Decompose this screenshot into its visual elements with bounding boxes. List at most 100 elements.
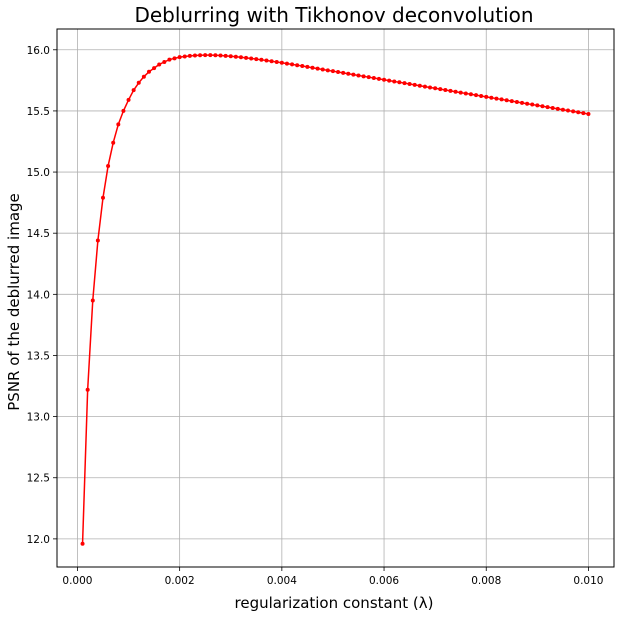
y-tick-label: 14.5 bbox=[27, 228, 50, 240]
data-point bbox=[525, 101, 530, 106]
data-point bbox=[290, 62, 295, 67]
data-point bbox=[80, 541, 85, 546]
data-point bbox=[305, 64, 310, 69]
data-point bbox=[371, 76, 376, 81]
data-point bbox=[571, 109, 576, 114]
data-point bbox=[320, 67, 325, 72]
data-point bbox=[325, 68, 330, 73]
data-point bbox=[162, 60, 167, 65]
data-point bbox=[198, 53, 203, 58]
data-point bbox=[346, 71, 351, 76]
data-point bbox=[479, 94, 484, 99]
data-point bbox=[520, 100, 525, 105]
data-point bbox=[540, 104, 545, 109]
data-point bbox=[238, 55, 243, 60]
data-point bbox=[581, 111, 586, 116]
x-axis-label: regularization constant (λ) bbox=[235, 594, 434, 612]
y-tick-label: 15.0 bbox=[27, 167, 50, 179]
data-point bbox=[223, 53, 228, 58]
data-point bbox=[433, 86, 438, 91]
data-point bbox=[438, 87, 443, 92]
data-point bbox=[177, 55, 182, 60]
data-point bbox=[203, 53, 208, 58]
y-tick-label: 15.5 bbox=[27, 106, 50, 118]
data-point bbox=[514, 100, 519, 104]
y-tick-label: 14.0 bbox=[27, 289, 50, 301]
y-tick-label: 13.5 bbox=[27, 350, 50, 362]
data-point bbox=[284, 61, 289, 66]
data-point bbox=[428, 85, 433, 90]
data-point bbox=[167, 57, 172, 62]
data-point bbox=[228, 54, 233, 59]
y-tick-label: 12.5 bbox=[27, 473, 50, 485]
data-point bbox=[295, 63, 300, 68]
data-point bbox=[560, 107, 565, 112]
data-point bbox=[249, 56, 254, 61]
data-point bbox=[550, 105, 555, 110]
data-point bbox=[121, 108, 126, 113]
data-point bbox=[387, 78, 392, 83]
data-point bbox=[244, 55, 249, 60]
data-point bbox=[453, 89, 458, 94]
data-point bbox=[182, 54, 187, 59]
x-tick-label: 0.004 bbox=[267, 575, 297, 587]
y-tick-label: 12.0 bbox=[27, 534, 50, 546]
data-point bbox=[187, 53, 192, 58]
data-point bbox=[172, 56, 177, 61]
series-psnr bbox=[80, 53, 591, 546]
data-point bbox=[90, 298, 95, 303]
data-point bbox=[330, 69, 335, 74]
plot-area-frame bbox=[56, 28, 615, 568]
data-point bbox=[192, 53, 197, 58]
data-point bbox=[448, 88, 453, 93]
data-point bbox=[504, 98, 509, 103]
data-point bbox=[95, 238, 100, 243]
data-point bbox=[116, 122, 121, 127]
data-point bbox=[254, 57, 259, 62]
data-point bbox=[100, 195, 105, 200]
data-point bbox=[422, 84, 427, 89]
axis-ticks: 0.000 0.002 0.004 0.006 0.008 0.010 12.0 12.5 13… bbox=[27, 45, 604, 587]
data-point bbox=[484, 94, 489, 99]
data-point bbox=[535, 103, 540, 108]
data-point bbox=[407, 82, 412, 87]
grid bbox=[57, 29, 614, 567]
data-point bbox=[586, 111, 591, 116]
data-point bbox=[152, 66, 157, 71]
data-point bbox=[576, 110, 581, 115]
data-point bbox=[566, 108, 571, 113]
data-point bbox=[545, 105, 550, 110]
data-point bbox=[336, 70, 341, 75]
data-point bbox=[392, 79, 397, 84]
data-point bbox=[376, 76, 381, 81]
data-point bbox=[412, 82, 417, 87]
y-axis-label: PSNR of the deblurred image bbox=[5, 193, 23, 411]
data-point bbox=[458, 90, 463, 95]
x-tick-label: 0.010 bbox=[573, 575, 603, 587]
data-point bbox=[310, 65, 315, 70]
data-point bbox=[274, 60, 279, 65]
data-point bbox=[279, 60, 284, 65]
data-point bbox=[468, 92, 473, 97]
y-tick-label: 16.0 bbox=[27, 45, 50, 57]
data-point bbox=[366, 75, 371, 80]
data-point bbox=[300, 64, 305, 69]
data-point bbox=[315, 66, 320, 71]
data-point bbox=[85, 387, 90, 392]
data-point bbox=[509, 99, 514, 104]
data-point bbox=[233, 54, 238, 59]
data-point bbox=[494, 96, 499, 101]
chart-title: Deblurring with Tikhonov deconvolution bbox=[134, 3, 533, 27]
data-point bbox=[356, 73, 361, 78]
data-point bbox=[555, 106, 560, 111]
data-point bbox=[382, 77, 387, 82]
x-tick-label: 0.002 bbox=[165, 575, 195, 587]
data-point bbox=[530, 102, 535, 107]
data-point bbox=[397, 80, 402, 85]
data-point bbox=[218, 53, 223, 58]
x-tick-label: 0.006 bbox=[369, 575, 399, 587]
data-point bbox=[157, 62, 162, 67]
data-point bbox=[106, 163, 111, 168]
data-point bbox=[126, 97, 131, 102]
